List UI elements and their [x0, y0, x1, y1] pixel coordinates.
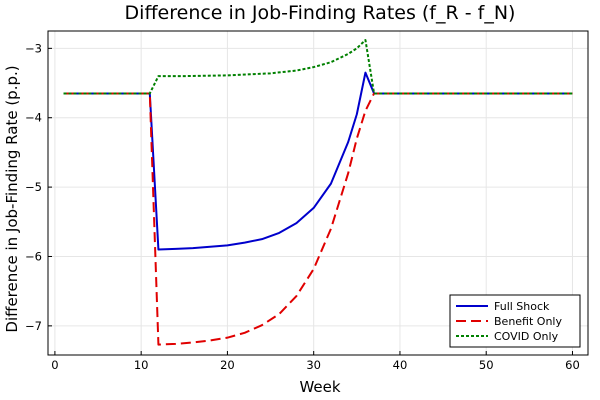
legend: Full Shock Benefit Only COVID Only: [449, 294, 581, 348]
legend-label-1: Full Shock: [494, 300, 550, 313]
plot-frame: [47, 30, 589, 356]
y-tick-label: −6: [25, 249, 42, 263]
legend-label-2: Benefit Only: [494, 315, 562, 328]
series-line-3: [63, 39, 573, 95]
x-axis-ticks: 0 10 20 30 40 50 60: [51, 351, 580, 372]
y-axis-ticks: −7 −6 −5 −4 −3: [25, 41, 52, 333]
x-tick-label: 0: [51, 358, 58, 372]
x-tick-label: 10: [134, 358, 149, 372]
legend-label-3: COVID Only: [494, 330, 559, 343]
chart-title: Difference in Job-Finding Rates (f_R - f…: [125, 2, 516, 24]
y-tick-label: −5: [25, 180, 42, 194]
y-tick-label: −7: [25, 319, 42, 333]
y-tick-label: −3: [25, 41, 42, 55]
x-tick-label: 30: [306, 358, 321, 372]
series-layer: [63, 39, 573, 346]
grid: [48, 31, 588, 355]
y-axis-label: Difference in Job-Finding Rate (p.p.): [3, 65, 21, 332]
series-line-2: [63, 92, 573, 346]
x-tick-label: 40: [393, 358, 408, 372]
x-tick-label: 50: [479, 358, 494, 372]
y-tick-label: −4: [25, 111, 42, 125]
series-line-1: [63, 71, 573, 251]
x-tick-label: 60: [565, 358, 580, 372]
x-axis-label: Week: [299, 378, 340, 396]
x-tick-label: 20: [220, 358, 235, 372]
